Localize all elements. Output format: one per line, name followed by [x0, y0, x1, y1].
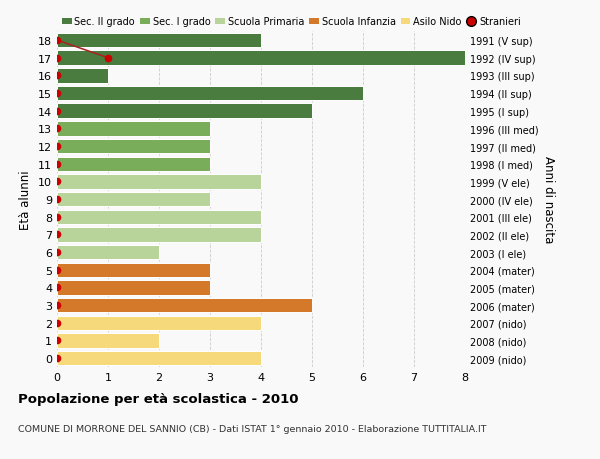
Y-axis label: Età alunni: Età alunni — [19, 170, 32, 230]
Y-axis label: Anni di nascita: Anni di nascita — [542, 156, 555, 243]
Bar — [57, 280, 210, 295]
Bar — [57, 34, 261, 48]
Bar — [57, 263, 210, 277]
Bar — [57, 140, 210, 154]
Bar — [57, 246, 159, 260]
Bar — [57, 87, 363, 101]
Bar — [57, 69, 108, 84]
Bar — [57, 228, 261, 242]
Bar — [57, 298, 312, 313]
Bar — [57, 334, 159, 348]
Bar — [57, 192, 210, 207]
Bar — [57, 51, 465, 66]
Bar — [57, 157, 210, 172]
Bar — [57, 316, 261, 330]
Bar — [57, 210, 261, 224]
Bar — [57, 351, 261, 366]
Text: COMUNE DI MORRONE DEL SANNIO (CB) - Dati ISTAT 1° gennaio 2010 - Elaborazione TU: COMUNE DI MORRONE DEL SANNIO (CB) - Dati… — [18, 425, 487, 434]
Text: Popolazione per età scolastica - 2010: Popolazione per età scolastica - 2010 — [18, 392, 299, 405]
Legend: Sec. II grado, Sec. I grado, Scuola Primaria, Scuola Infanzia, Asilo Nido, Stran: Sec. II grado, Sec. I grado, Scuola Prim… — [62, 17, 521, 27]
Bar — [57, 175, 261, 189]
Bar — [57, 104, 312, 119]
Bar — [57, 122, 210, 136]
